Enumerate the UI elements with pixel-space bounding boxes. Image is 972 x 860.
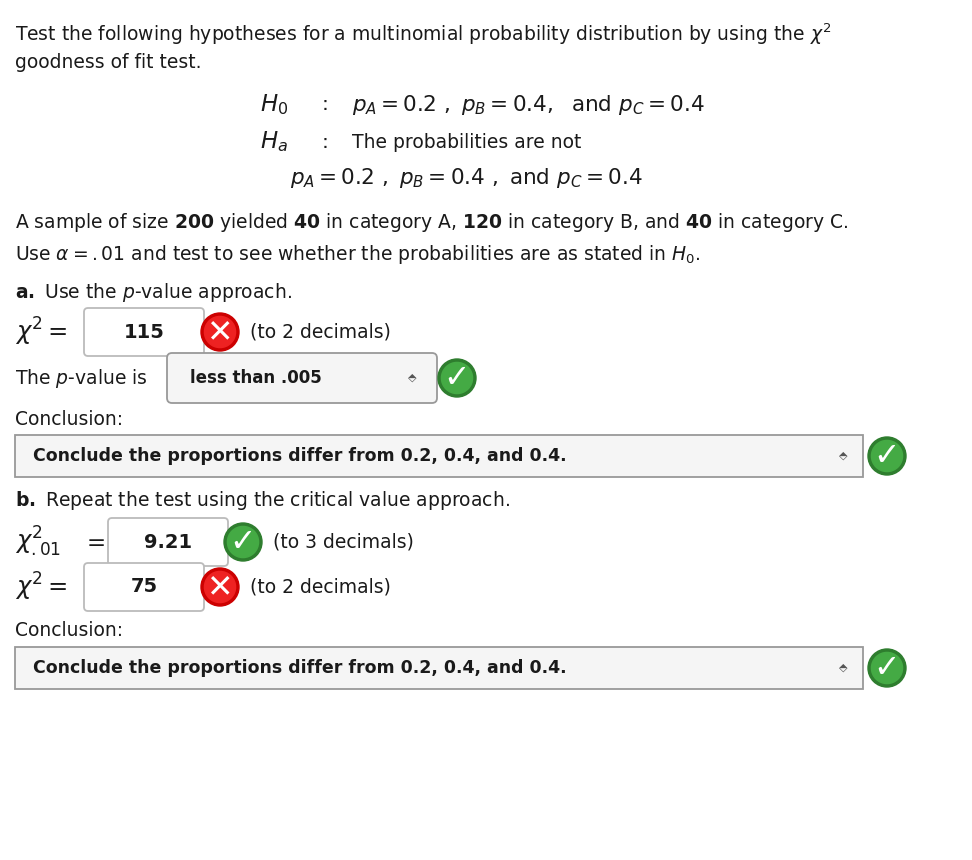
Text: 115: 115	[123, 322, 164, 341]
Text: Test the following hypotheses for a multinomial probability distribution by usin: Test the following hypotheses for a mult…	[15, 22, 831, 47]
Text: $\chi^2_{.01}$: $\chi^2_{.01}$	[15, 525, 61, 559]
Text: goodness of fit test.: goodness of fit test.	[15, 53, 201, 72]
Text: A sample of size $\mathbf{200}$ yielded $\mathbf{40}$ in category A, $\mathbf{12: A sample of size $\mathbf{200}$ yielded …	[15, 211, 849, 234]
Text: (to 3 decimals): (to 3 decimals)	[273, 532, 414, 551]
Text: $H_a$: $H_a$	[260, 130, 288, 155]
Circle shape	[201, 313, 239, 351]
Circle shape	[868, 649, 906, 687]
Text: ⬘: ⬘	[839, 663, 848, 673]
Text: ✕: ✕	[207, 573, 233, 604]
Text: 9.21: 9.21	[144, 532, 192, 551]
Text: $\mathbf{b.}$ Repeat the test using the critical value approach.: $\mathbf{b.}$ Repeat the test using the …	[15, 488, 510, 512]
FancyBboxPatch shape	[108, 518, 228, 566]
Circle shape	[201, 568, 239, 606]
Text: ✓: ✓	[444, 364, 470, 395]
Text: Use $\alpha = .01$ and test to see whether the probabilities are as stated in $H: Use $\alpha = .01$ and test to see wheth…	[15, 243, 701, 266]
Text: $\mathbf{a.}$ Use the $p$-value approach.: $\mathbf{a.}$ Use the $p$-value approach…	[15, 280, 292, 304]
FancyBboxPatch shape	[167, 353, 437, 403]
Text: $\chi^2 =$: $\chi^2 =$	[15, 571, 67, 603]
Text: ✓: ✓	[229, 527, 257, 558]
Text: Conclusion:: Conclusion:	[15, 410, 123, 429]
Text: ✕: ✕	[207, 317, 233, 348]
Text: (to 2 decimals): (to 2 decimals)	[250, 578, 391, 597]
Circle shape	[224, 523, 262, 561]
Circle shape	[204, 571, 235, 603]
Text: ✓: ✓	[874, 654, 900, 685]
Text: Conclude the proportions differ from 0.2, 0.4, and 0.4.: Conclude the proportions differ from 0.2…	[33, 447, 567, 465]
Text: ⬘: ⬘	[407, 373, 416, 383]
Text: Conclude the proportions differ from 0.2, 0.4, and 0.4.: Conclude the proportions differ from 0.2…	[33, 659, 567, 677]
Text: $p_A = 0.2\ ,\ p_B = 0.4,\ \ \mathrm{and}\ p_C = 0.4$: $p_A = 0.2\ ,\ p_B = 0.4,\ \ \mathrm{and…	[352, 93, 705, 117]
FancyBboxPatch shape	[84, 308, 204, 356]
Text: :: :	[322, 132, 329, 151]
Text: 75: 75	[130, 578, 157, 597]
Text: $H_0$: $H_0$	[260, 93, 289, 118]
Text: (to 2 decimals): (to 2 decimals)	[250, 322, 391, 341]
Text: ✓: ✓	[874, 441, 900, 472]
Circle shape	[227, 526, 259, 557]
Text: less than .005: less than .005	[190, 369, 322, 387]
Circle shape	[872, 440, 903, 471]
Text: Conclusion:: Conclusion:	[15, 621, 123, 640]
Text: The $p$-value is: The $p$-value is	[15, 366, 148, 390]
Circle shape	[441, 362, 472, 394]
FancyBboxPatch shape	[15, 435, 863, 477]
FancyBboxPatch shape	[84, 563, 204, 611]
FancyBboxPatch shape	[15, 647, 863, 689]
Text: The probabilities are not: The probabilities are not	[352, 132, 581, 151]
Circle shape	[872, 653, 903, 684]
Text: $=$: $=$	[82, 531, 105, 554]
Circle shape	[204, 316, 235, 347]
Text: $\chi^2 =$: $\chi^2 =$	[15, 316, 67, 348]
Text: $p_A = 0.2\ ,\ p_B = 0.4\ ,\ \mathrm{and}\ p_C = 0.4$: $p_A = 0.2\ ,\ p_B = 0.4\ ,\ \mathrm{and…	[290, 166, 642, 190]
Circle shape	[868, 437, 906, 475]
Text: :: :	[322, 95, 329, 114]
Circle shape	[438, 359, 476, 397]
Text: ⬘: ⬘	[839, 451, 848, 461]
